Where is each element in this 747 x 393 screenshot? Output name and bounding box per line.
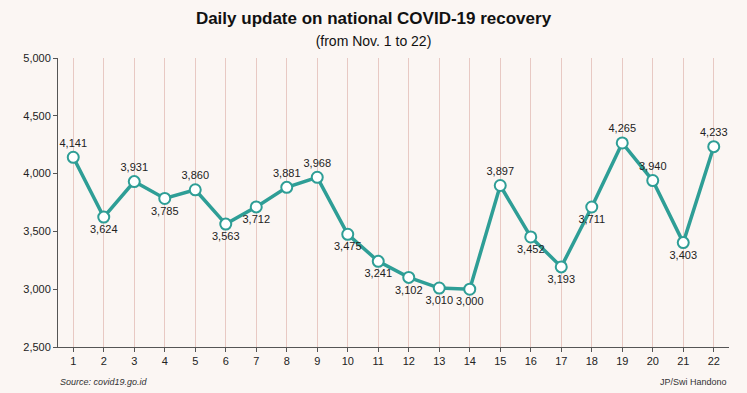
svg-text:13: 13: [433, 355, 445, 367]
svg-text:9: 9: [314, 355, 320, 367]
svg-text:Source: covid19.go.id: Source: covid19.go.id: [60, 377, 148, 387]
svg-text:6: 6: [223, 355, 229, 367]
svg-text:14: 14: [464, 355, 476, 367]
svg-text:5: 5: [192, 355, 198, 367]
svg-text:4,141: 4,141: [59, 137, 87, 149]
svg-text:3,711: 3,711: [578, 213, 605, 225]
svg-text:22: 22: [708, 355, 720, 367]
svg-text:4,000: 4,000: [23, 167, 51, 179]
svg-text:8: 8: [284, 355, 290, 367]
svg-text:Daily update on national COVID: Daily update on national COVID-19 recove…: [196, 9, 552, 49]
svg-text:2,500: 2,500: [23, 341, 51, 353]
svg-text:3,785: 3,785: [151, 205, 179, 217]
svg-text:3,940: 3,940: [639, 160, 667, 172]
svg-text:3,931: 3,931: [120, 161, 148, 173]
svg-text:19: 19: [616, 355, 628, 367]
svg-text:3,241: 3,241: [364, 267, 392, 279]
svg-text:3,102: 3,102: [395, 284, 423, 296]
svg-text:3,000: 3,000: [23, 283, 51, 295]
svg-text:3,000: 3,000: [456, 295, 484, 307]
svg-text:1: 1: [70, 355, 76, 367]
svg-text:3,475: 3,475: [334, 240, 362, 252]
svg-text:JP/Swi Handono: JP/Swi Handono: [660, 377, 727, 387]
svg-text:3,193: 3,193: [547, 273, 575, 285]
svg-text:4,500: 4,500: [23, 110, 51, 122]
svg-text:3,403: 3,403: [669, 249, 697, 261]
svg-text:3,452: 3,452: [517, 243, 545, 255]
svg-text:20: 20: [647, 355, 659, 367]
svg-text:21: 21: [677, 355, 689, 367]
svg-text:18: 18: [586, 355, 598, 367]
svg-text:3,624: 3,624: [90, 223, 118, 235]
svg-text:16: 16: [525, 355, 537, 367]
svg-text:4: 4: [162, 355, 168, 367]
svg-text:3,968: 3,968: [303, 157, 331, 169]
svg-text:2: 2: [101, 355, 107, 367]
svg-text:15: 15: [494, 355, 506, 367]
svg-text:7: 7: [253, 355, 259, 367]
svg-text:11: 11: [373, 355, 384, 367]
svg-text:4,233: 4,233: [700, 126, 728, 138]
svg-text:17: 17: [555, 355, 567, 367]
svg-text:4,265: 4,265: [608, 122, 636, 134]
svg-text:3,881: 3,881: [273, 167, 301, 179]
svg-text:3,010: 3,010: [425, 294, 453, 306]
svg-text:3,563: 3,563: [212, 230, 240, 242]
svg-text:3,860: 3,860: [181, 169, 209, 181]
svg-text:10: 10: [342, 355, 354, 367]
svg-text:3,897: 3,897: [486, 165, 514, 177]
svg-text:5,000: 5,000: [23, 52, 51, 64]
svg-text:3,500: 3,500: [23, 225, 51, 237]
svg-text:3,712: 3,712: [242, 213, 270, 225]
svg-text:3: 3: [131, 355, 137, 367]
svg-text:12: 12: [403, 355, 415, 367]
